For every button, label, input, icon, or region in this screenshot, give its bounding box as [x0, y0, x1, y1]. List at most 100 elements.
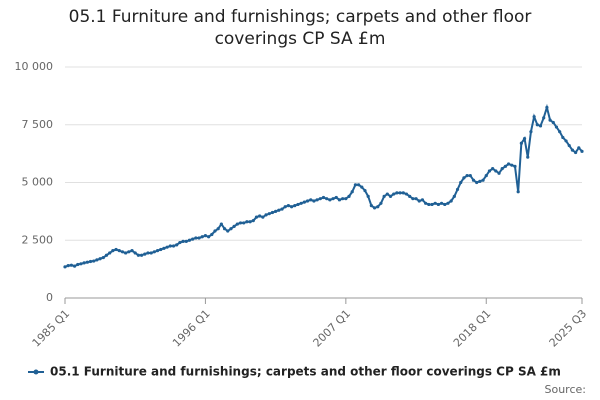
y-tick-label: 5 000: [22, 176, 54, 189]
point: [494, 169, 498, 173]
point: [82, 261, 86, 265]
point: [360, 185, 364, 189]
point: [254, 215, 259, 219]
point: [417, 199, 421, 203]
point: [232, 224, 236, 228]
point: [344, 197, 348, 201]
point: [305, 199, 310, 203]
point: [455, 187, 460, 192]
point: [130, 249, 134, 253]
point: [341, 197, 345, 201]
point: [538, 124, 543, 128]
point: [274, 209, 278, 213]
point: [175, 243, 179, 247]
point: [302, 200, 306, 204]
point: [251, 219, 255, 223]
point: [475, 180, 479, 185]
point: [114, 247, 118, 252]
point: [545, 105, 549, 110]
point: [104, 253, 109, 257]
point: [503, 164, 508, 168]
point: [347, 194, 351, 198]
point: [392, 192, 396, 196]
point: [337, 198, 342, 202]
point: [267, 212, 271, 216]
point: [580, 149, 584, 153]
point: [522, 137, 527, 141]
point: [519, 141, 523, 145]
point: [542, 116, 546, 120]
point: [85, 260, 89, 264]
point: [411, 197, 415, 201]
point: [500, 167, 504, 171]
point: [213, 229, 217, 233]
point: [139, 253, 144, 257]
point: [404, 192, 409, 196]
point: [357, 183, 361, 187]
point: [264, 213, 268, 217]
point: [178, 240, 182, 245]
point: [561, 135, 565, 140]
point: [487, 169, 492, 173]
point: [331, 197, 335, 201]
point: [548, 118, 552, 122]
point: [468, 173, 472, 178]
point: [535, 123, 539, 127]
point: [92, 259, 96, 263]
point: [516, 190, 520, 194]
point: [127, 250, 131, 254]
point: [117, 249, 121, 253]
point: [261, 215, 265, 219]
point: [258, 214, 262, 218]
point: [408, 194, 412, 198]
point: [433, 201, 437, 205]
point: [111, 249, 115, 253]
point: [353, 183, 358, 187]
point: [558, 130, 562, 134]
point: [398, 191, 402, 195]
point: [162, 246, 166, 250]
y-tick-label: 7 500: [22, 118, 54, 131]
point: [216, 227, 220, 231]
point: [242, 221, 246, 225]
legend-marker: [33, 369, 39, 375]
point: [449, 199, 453, 203]
point: [446, 201, 450, 205]
point: [66, 264, 70, 268]
point: [443, 202, 447, 207]
point: [146, 251, 150, 255]
point: [155, 249, 160, 253]
point: [328, 198, 332, 202]
point: [184, 239, 188, 244]
point: [296, 202, 300, 207]
point: [526, 155, 530, 159]
point: [497, 171, 501, 175]
x-tick-label: 1985 Q1: [30, 307, 73, 350]
point: [149, 251, 153, 255]
point: [203, 234, 208, 238]
y-tick-label: 10 000: [15, 60, 54, 73]
point: [321, 195, 326, 200]
point: [471, 178, 476, 182]
point: [69, 263, 73, 267]
point: [382, 194, 386, 198]
point: [459, 180, 463, 185]
point: [567, 143, 571, 148]
point: [513, 164, 517, 168]
point: [181, 239, 185, 244]
point: [376, 205, 380, 209]
point: [280, 207, 284, 211]
line: [64, 103, 583, 268]
point: [76, 262, 80, 267]
point: [88, 259, 93, 264]
point: [63, 265, 67, 269]
point: [168, 244, 172, 248]
point: [200, 235, 204, 239]
point: [570, 148, 575, 152]
point: [420, 198, 425, 202]
point: [270, 210, 275, 215]
point: [207, 235, 211, 239]
legend-label: 05.1 Furniture and furnishings; carpets …: [50, 365, 561, 379]
point: [481, 178, 485, 182]
